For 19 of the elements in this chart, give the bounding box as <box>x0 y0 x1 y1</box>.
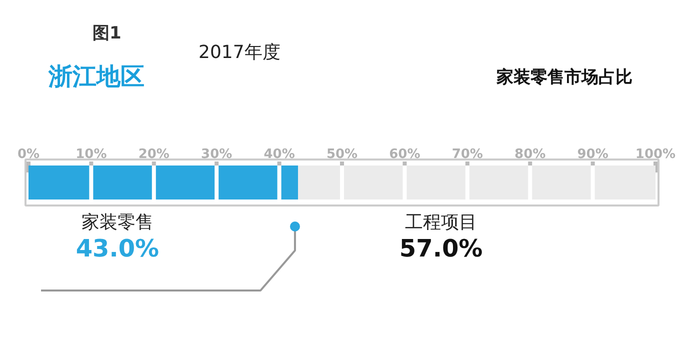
x-tick-label: 40% <box>264 147 295 162</box>
x-tick-label: 60% <box>389 147 420 162</box>
series-label: 工程项目 <box>405 212 478 233</box>
x-tick-label: 0% <box>17 147 40 162</box>
x-tick-label: 10% <box>76 147 107 162</box>
x-tick-label: 20% <box>138 147 170 162</box>
series-label: 家装零售 <box>81 212 154 233</box>
x-tick-label: 80% <box>514 147 546 162</box>
caption: 图1 <box>92 24 122 44</box>
text: 2017年度 <box>198 42 280 63</box>
text: 43.0% <box>76 234 160 262</box>
x-tick-label: 100% <box>635 147 676 162</box>
x-tick-label: 30% <box>201 147 232 162</box>
text: 57.0% <box>399 234 483 262</box>
chart-subtitle: 家装零售市场占比 <box>496 68 632 88</box>
x-tick-label: 70% <box>452 147 483 162</box>
chart-title: 浙江地区 <box>48 62 144 90</box>
x-tick-label: 50% <box>326 147 358 162</box>
x-tick-label: 90% <box>577 147 608 162</box>
